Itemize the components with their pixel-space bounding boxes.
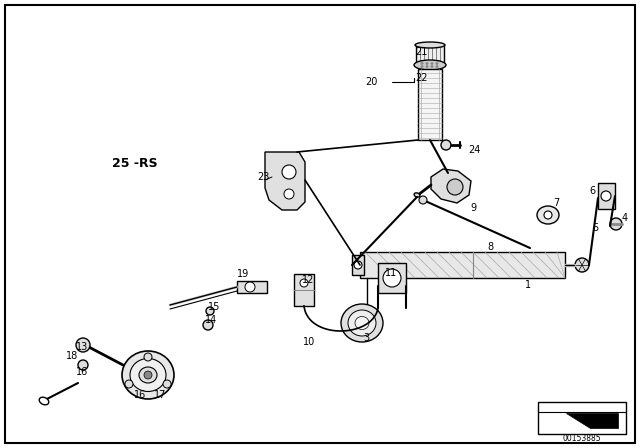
Ellipse shape [341, 304, 383, 342]
Circle shape [284, 189, 294, 199]
Circle shape [421, 62, 423, 65]
Ellipse shape [130, 358, 166, 392]
Ellipse shape [415, 42, 445, 48]
Text: 4: 4 [622, 213, 628, 223]
Circle shape [383, 269, 401, 287]
Bar [294, 274, 314, 306]
Circle shape [144, 353, 152, 361]
Bar [598, 183, 615, 209]
Circle shape [431, 62, 433, 65]
Bar [360, 252, 565, 278]
Circle shape [441, 140, 451, 150]
Text: 25 -RS: 25 -RS [112, 156, 157, 169]
Circle shape [78, 360, 88, 370]
Text: 14: 14 [205, 315, 217, 325]
Polygon shape [431, 169, 471, 203]
Text: 15: 15 [208, 302, 220, 312]
Text: 17: 17 [154, 390, 166, 400]
Text: 22: 22 [415, 73, 428, 83]
Text: 24: 24 [468, 145, 481, 155]
Text: 6: 6 [590, 186, 596, 196]
Text: 19: 19 [237, 269, 249, 279]
Text: 3: 3 [363, 333, 369, 343]
Text: 8: 8 [487, 242, 493, 252]
Text: 10: 10 [303, 337, 316, 347]
Bar [560, 412, 622, 430]
Bar [416, 45, 444, 63]
Circle shape [431, 65, 433, 68]
Text: 1: 1 [525, 280, 531, 290]
Text: 7: 7 [553, 198, 559, 208]
Circle shape [419, 196, 427, 204]
Circle shape [436, 65, 438, 68]
Ellipse shape [39, 397, 49, 405]
Circle shape [426, 62, 428, 65]
Circle shape [300, 279, 308, 287]
Bar [237, 281, 267, 293]
Ellipse shape [414, 193, 420, 197]
Polygon shape [566, 413, 618, 428]
Circle shape [282, 165, 296, 179]
Ellipse shape [348, 310, 376, 336]
Text: 23: 23 [258, 172, 270, 182]
Circle shape [601, 191, 611, 201]
Text: 18: 18 [66, 351, 78, 361]
Ellipse shape [537, 206, 559, 224]
Circle shape [426, 65, 428, 68]
Bar [378, 263, 406, 293]
Text: 13: 13 [76, 342, 88, 352]
Text: 16: 16 [76, 367, 88, 377]
Circle shape [245, 282, 255, 292]
Text: 16: 16 [134, 390, 147, 400]
Circle shape [203, 320, 213, 330]
Circle shape [144, 371, 152, 379]
Circle shape [125, 380, 133, 388]
Text: 9: 9 [470, 203, 476, 213]
Bar [418, 69, 442, 140]
Text: 21: 21 [415, 47, 428, 57]
Circle shape [575, 258, 589, 272]
Ellipse shape [355, 316, 369, 329]
Ellipse shape [414, 60, 446, 70]
Circle shape [206, 307, 214, 315]
Circle shape [610, 218, 622, 230]
Text: 20: 20 [365, 77, 378, 87]
Circle shape [436, 62, 438, 65]
Circle shape [163, 380, 171, 388]
Ellipse shape [122, 351, 174, 399]
Polygon shape [265, 152, 305, 210]
Circle shape [447, 179, 463, 195]
Text: 00153885: 00153885 [563, 434, 602, 443]
Circle shape [76, 338, 90, 352]
Text: 5: 5 [592, 223, 598, 233]
Circle shape [544, 211, 552, 219]
Circle shape [421, 65, 423, 68]
Text: 11: 11 [385, 268, 397, 278]
Text: 12: 12 [302, 275, 314, 285]
Bar [538, 402, 626, 434]
Bar [352, 255, 364, 275]
Circle shape [354, 261, 362, 269]
Ellipse shape [139, 367, 157, 383]
